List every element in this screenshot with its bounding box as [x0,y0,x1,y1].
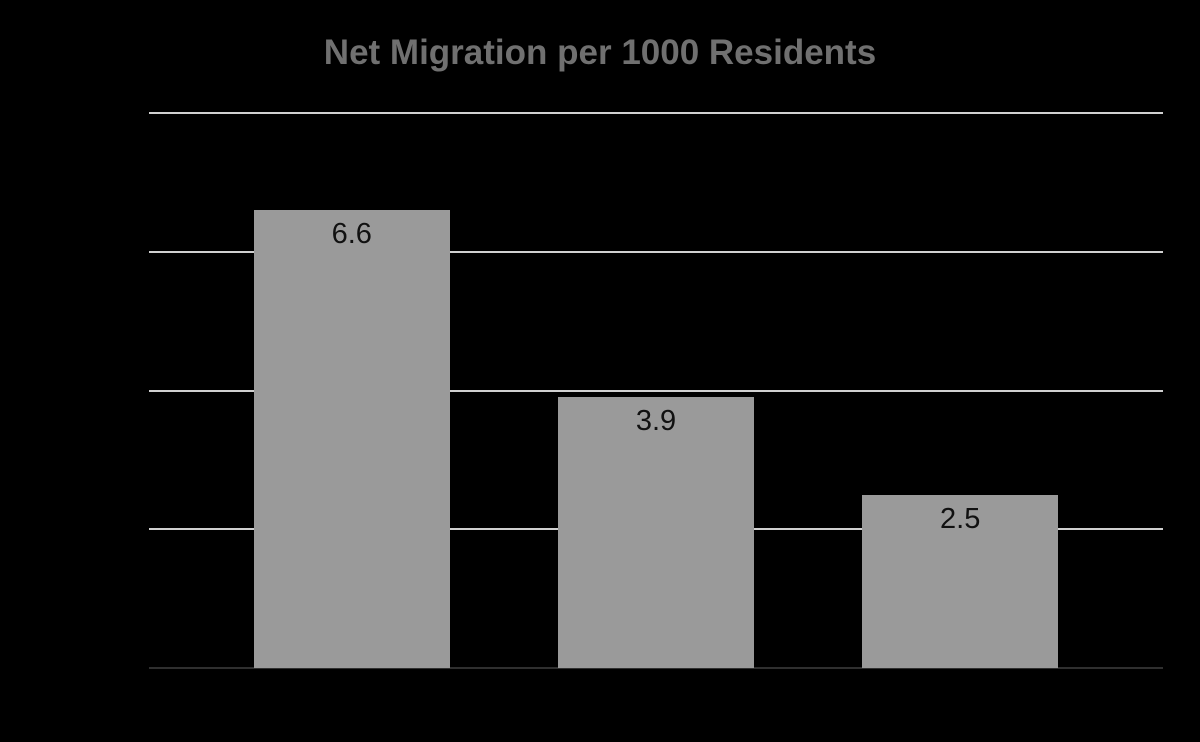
bar-value-label: 3.9 [635,405,677,438]
bar: 3.9 [558,397,754,668]
bar: 6.6 [253,210,450,668]
bar-value-label: 2.5 [940,502,981,535]
bar-value-label: 6.6 [331,218,372,251]
chart-title: Net Migration per 1000 Residents [323,33,877,72]
gridline [149,112,1163,114]
x-axis-line [149,667,1163,669]
bar: 2.5 [862,494,1059,668]
plot-area: 6.6 3.9 2.5 [149,112,1163,669]
gridline [149,389,1163,392]
gridline [149,250,1163,253]
